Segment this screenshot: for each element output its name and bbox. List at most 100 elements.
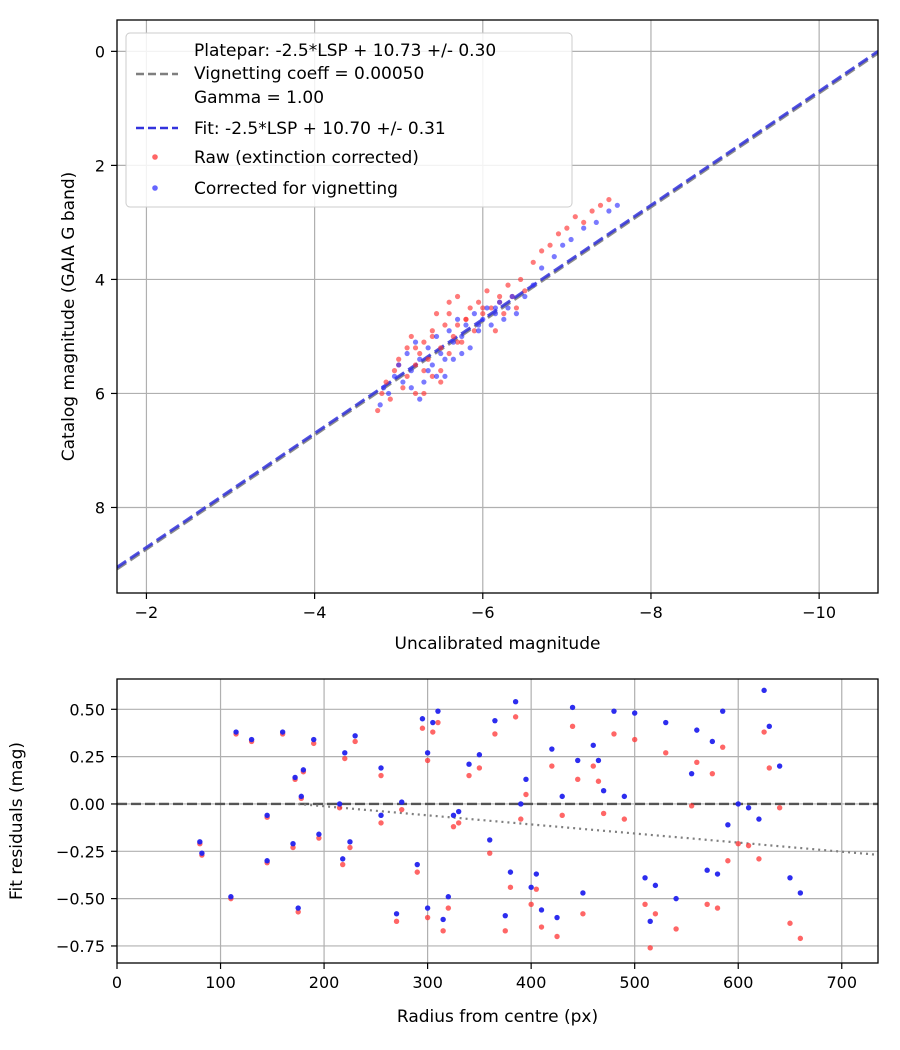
corrected-point bbox=[459, 333, 465, 340]
residuals-x-tick-label: 500 bbox=[619, 973, 650, 992]
legend-label: Corrected for vignetting bbox=[194, 179, 398, 199]
residual-raw-point bbox=[512, 714, 519, 720]
residual-raw-point bbox=[430, 729, 436, 735]
corrected-point bbox=[560, 242, 566, 248]
residual-corrected-point bbox=[342, 750, 348, 756]
residual-corrected-point bbox=[735, 801, 741, 807]
legend-label: Vignetting coeff = 0.00050 bbox=[194, 64, 424, 84]
residual-corrected-point bbox=[631, 710, 638, 716]
residual-corrected-point bbox=[709, 738, 716, 745]
residual-raw-point bbox=[399, 806, 405, 813]
raw-point bbox=[488, 305, 494, 311]
vignetting-curve bbox=[298, 802, 878, 856]
corrected-point bbox=[425, 368, 431, 374]
residual-raw-point bbox=[518, 816, 524, 822]
raw-point bbox=[547, 242, 553, 248]
raw-point bbox=[442, 322, 448, 328]
calibration-x-tick-label: −6 bbox=[471, 603, 495, 622]
raw-point bbox=[480, 311, 486, 317]
residual-corrected-point bbox=[445, 894, 452, 900]
residual-corrected-point bbox=[704, 867, 710, 873]
residual-corrected-point bbox=[725, 822, 731, 828]
residuals-x-tick-label: 0 bbox=[112, 973, 122, 992]
raw-point bbox=[417, 350, 423, 357]
residual-raw-point bbox=[336, 805, 343, 811]
residual-raw-point bbox=[554, 933, 560, 940]
corrected-point bbox=[551, 254, 557, 260]
residual-corrected-point bbox=[228, 894, 234, 900]
raw-point bbox=[412, 362, 419, 368]
residual-corrected-point bbox=[487, 837, 493, 843]
residual-corrected-point bbox=[528, 884, 534, 890]
raw-points-group bbox=[375, 196, 612, 414]
residual-corrected-point bbox=[523, 776, 529, 783]
raw-point bbox=[539, 248, 545, 254]
residual-raw-point bbox=[424, 914, 431, 921]
residual-raw-point bbox=[295, 909, 301, 915]
residuals-x-tick-label: 100 bbox=[205, 973, 236, 992]
residual-corrected-point bbox=[663, 719, 669, 726]
residual-raw-point bbox=[663, 750, 669, 756]
residual-raw-point bbox=[631, 736, 638, 743]
residual-corrected-point bbox=[518, 801, 524, 807]
residual-corrected-point bbox=[549, 746, 555, 752]
corrected-point bbox=[442, 373, 448, 379]
raw-point bbox=[522, 288, 528, 294]
residual-corrected-point bbox=[600, 788, 607, 794]
residual-corrected-point bbox=[248, 736, 255, 743]
residuals-y-tick-label: 0.00 bbox=[69, 795, 105, 814]
raw-point bbox=[454, 322, 461, 328]
raw-point bbox=[459, 339, 465, 345]
residual-corrected-point bbox=[673, 895, 679, 902]
residuals-x-tick-label: 200 bbox=[309, 973, 340, 992]
residual-raw-point bbox=[569, 723, 576, 730]
residual-raw-point bbox=[647, 945, 653, 951]
residual-raw-point bbox=[311, 740, 317, 747]
residuals-y-tick-label: −0.75 bbox=[56, 937, 105, 956]
calibration-x-tick-label: −8 bbox=[639, 603, 663, 622]
calibration-y-axis-label: Catalog magnitude (GAIA G band) bbox=[59, 172, 79, 462]
residual-raw-point bbox=[523, 791, 529, 798]
residual-raw-point bbox=[735, 841, 741, 847]
corrected-point bbox=[593, 219, 599, 226]
raw-point bbox=[383, 379, 389, 385]
residual-corrected-point bbox=[611, 708, 617, 714]
corrected-point bbox=[467, 345, 473, 351]
residual-corrected-point bbox=[642, 875, 648, 881]
corrected-point bbox=[404, 350, 410, 357]
corrected-point bbox=[391, 373, 398, 379]
residual-raw-point bbox=[745, 842, 752, 849]
residuals-plot-area bbox=[117, 687, 878, 951]
residual-corrected-point bbox=[797, 890, 804, 896]
raw-point bbox=[475, 299, 482, 305]
corrected-point bbox=[408, 385, 414, 391]
corrected-points-group bbox=[377, 202, 620, 408]
legend-label: Gamma = 1.00 bbox=[194, 88, 324, 108]
residuals-x-tick-label: 300 bbox=[412, 973, 443, 992]
residuals-ticks: 0 100 200 300 400 500 600 700 0.50 0.25 0.00 −0.25 −… bbox=[56, 700, 857, 992]
residuals-x-tick-label: 600 bbox=[723, 973, 754, 992]
calibration-y-tick-label: 4 bbox=[95, 270, 105, 289]
corrected-point bbox=[386, 390, 392, 397]
legend-label: Platepar: -2.5*LSP + 10.73 +/- 0.30 bbox=[194, 41, 496, 61]
residual-corrected-points-group bbox=[197, 687, 804, 925]
corrected-point bbox=[454, 316, 461, 322]
residuals-y-tick-label: −0.50 bbox=[56, 890, 105, 909]
residual-corrected-point bbox=[419, 716, 426, 722]
corrected-point bbox=[450, 356, 456, 362]
residual-corrected-point bbox=[688, 770, 695, 777]
residual-corrected-point bbox=[430, 719, 436, 726]
residual-corrected-point bbox=[424, 905, 431, 911]
raw-point bbox=[505, 282, 511, 288]
corrected-point bbox=[412, 339, 419, 345]
legend-box bbox=[125, 32, 573, 208]
residual-raw-point bbox=[378, 772, 384, 779]
calibration-plot-area bbox=[117, 50, 878, 571]
corrected-point bbox=[501, 316, 507, 322]
residual-raw-point bbox=[688, 803, 695, 809]
fit-line bbox=[117, 50, 878, 569]
residuals-y-tick-label: 0.25 bbox=[69, 748, 105, 767]
residual-raw-point bbox=[507, 884, 514, 890]
residual-corrected-point bbox=[290, 841, 296, 847]
residual-corrected-point bbox=[311, 736, 317, 743]
